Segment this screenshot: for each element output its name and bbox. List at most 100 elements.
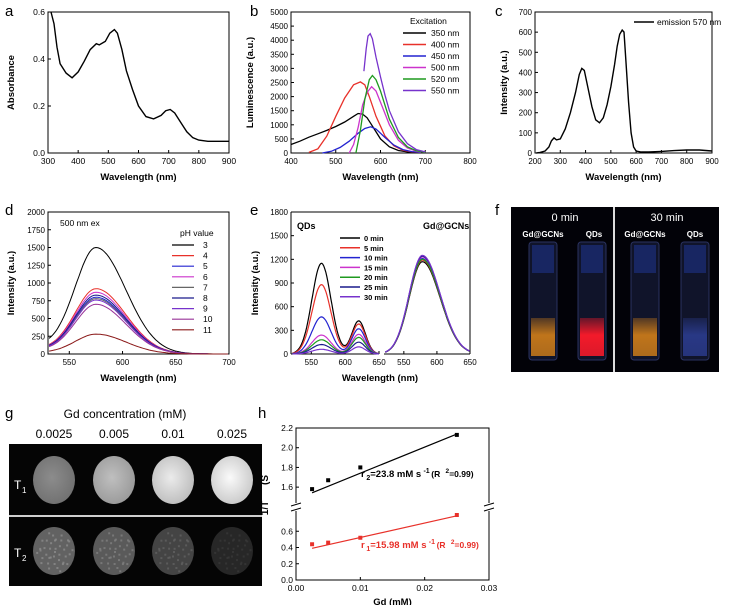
y-axis-label: Intensity (a.u.)	[250, 251, 261, 315]
panel-b: 400 500 600 700 800 0 500 1000 1500 2000 2500 3000 3…	[245, 8, 477, 183]
speckle	[71, 549, 74, 552]
speckle	[45, 553, 48, 556]
speckle	[219, 539, 222, 542]
speckle	[68, 553, 71, 556]
speckle	[50, 542, 53, 545]
vial-label: QDs	[586, 230, 603, 239]
speckle	[238, 539, 241, 542]
speckle	[173, 551, 175, 553]
speckle	[169, 542, 172, 545]
t1-sample	[152, 456, 194, 504]
data-point-T2	[454, 432, 459, 437]
y-tick-label: 0.0	[33, 148, 45, 158]
speckle	[167, 567, 170, 570]
speckle	[60, 534, 63, 537]
speckle	[52, 534, 55, 537]
y-tick-label: 700	[519, 8, 533, 17]
series-line-25min-qd	[292, 341, 379, 355]
speckle	[241, 548, 244, 551]
speckle	[63, 548, 66, 551]
speckle	[164, 539, 167, 542]
speckle	[172, 563, 175, 565]
speckle	[177, 545, 180, 548]
speckle	[131, 549, 134, 552]
speckle	[164, 553, 167, 556]
photo-header-30min: 30 min	[650, 212, 683, 224]
speckle	[236, 553, 239, 556]
legend-entry: 500 nm	[431, 63, 459, 73]
relaxivity-label-val: =15.98 mM s	[370, 540, 426, 551]
x-tick-label: 600	[374, 157, 388, 166]
speckle	[68, 540, 71, 543]
legend-title: Excitation	[410, 16, 447, 26]
speckle	[227, 556, 230, 559]
speckle	[114, 551, 116, 553]
data-point-T1	[326, 540, 331, 545]
speckle	[226, 532, 229, 535]
x-tick-label: 400	[284, 157, 298, 166]
data-point-T1	[454, 513, 459, 517]
vial-cap	[581, 245, 603, 273]
y-tick-label: 1500	[27, 244, 45, 253]
relaxivity-label-r: r	[361, 469, 365, 480]
speckle	[160, 557, 163, 560]
legend-entry: 7	[203, 282, 208, 292]
y-tick-label: 600	[275, 303, 289, 312]
data-point-T2	[310, 487, 315, 492]
speckle	[120, 534, 123, 537]
panel-label-h: h	[258, 405, 266, 422]
legend-entry: 30 min	[364, 293, 388, 302]
speckle	[56, 567, 59, 569]
speckle	[182, 548, 185, 551]
x-tick-label: 200	[528, 157, 542, 166]
panel-h: 0.00 0.01 0.02 0.03 1.6 1.8 2.0 2.2 0.0 0.2 0.4 0.6…	[260, 423, 498, 605]
x-tick-label: 400	[71, 156, 85, 166]
concentration-label: 0.025	[217, 427, 247, 441]
x-axis-label: Wavelength (nm)	[100, 373, 176, 384]
y-tick-label: 0.4	[281, 543, 293, 553]
speckle	[168, 556, 171, 559]
speckle	[244, 563, 247, 566]
speckle	[177, 553, 180, 556]
speckle	[232, 551, 234, 553]
speckle	[45, 539, 48, 542]
series-line-emission	[536, 28, 713, 154]
legend-entry: 10	[203, 314, 213, 324]
series-line-30min-qd	[292, 346, 379, 355]
legend-entry: 25 min	[364, 283, 388, 292]
x-tick-label: 550	[397, 358, 411, 367]
y-tick-label: 0	[284, 149, 289, 158]
x-axis-label: Wavelength (nm)	[100, 172, 176, 183]
speckle	[190, 549, 193, 552]
panel-e: 0 300 600 900 1200 1500 1800 Intensity (a.u.) Wa…	[250, 208, 477, 384]
speckle	[49, 556, 52, 559]
series-line-30min-gd	[385, 254, 470, 353]
x-tick-label: 700	[222, 358, 236, 367]
legend-entry: 520 nm	[431, 74, 459, 84]
speckle	[126, 563, 129, 566]
x-tick-label: 600	[338, 358, 352, 367]
speckle	[128, 540, 131, 543]
x-tick-label: 700	[162, 156, 176, 166]
speckle	[158, 549, 161, 552]
speckle	[62, 561, 65, 564]
speckle	[232, 547, 235, 550]
speckle	[227, 547, 230, 550]
speckle	[173, 539, 175, 542]
row-label-t2: T	[14, 546, 22, 560]
y-axis-label: Intensity (a.u.)	[499, 50, 510, 114]
speckle	[110, 542, 113, 545]
panel-d: 550 600 650 700 0 250 500 750 1000 1250 1500 1750 20…	[6, 208, 236, 384]
panel-c: 200 300 400 500 600 700 800 900 0 100 200 300 400 500…	[499, 8, 721, 183]
speckle	[219, 557, 222, 560]
legend-entry: 450 nm	[431, 51, 459, 61]
speckle	[53, 563, 56, 565]
t1-sample	[93, 456, 135, 504]
y-axis-label: Luminescence (a.u.)	[245, 37, 256, 128]
x-tick-label: 500	[329, 157, 343, 166]
speckle	[242, 555, 245, 558]
panel-label-d: d	[5, 202, 13, 219]
x-tick-label: 600	[131, 156, 145, 166]
panel-label-a: a	[5, 3, 14, 20]
legend-entry: 6	[203, 272, 208, 282]
